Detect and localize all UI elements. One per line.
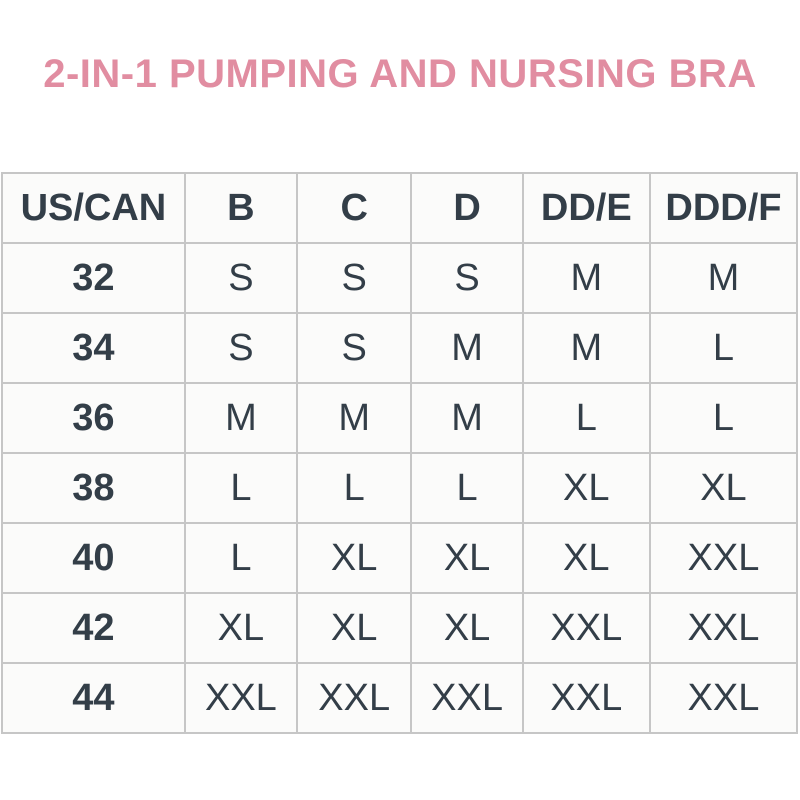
cup-size-cell: S [183, 242, 298, 314]
cup-size-cell: XL [410, 522, 524, 594]
cup-size-cell: XL [410, 592, 524, 664]
cup-size-cell: XXL [183, 662, 298, 734]
cup-size-cell: S [183, 312, 298, 384]
cup-size-cell: XL [648, 452, 799, 524]
cup-size-cell: XL [183, 592, 298, 664]
cup-size-cell: XL [295, 592, 413, 664]
cup-size-cell: L [183, 452, 298, 524]
column-header-c: C [295, 172, 413, 244]
cup-size-cell: S [410, 242, 524, 314]
table-row: 38 L L L XL XL [1, 452, 799, 524]
column-header-b: B [183, 172, 298, 244]
cup-size-cell: XL [295, 522, 413, 594]
cup-size-cell: XL [521, 522, 651, 594]
cup-size-cell: XXL [521, 662, 651, 734]
column-header-d: D [410, 172, 524, 244]
cup-size-cell: XXL [648, 522, 799, 594]
cup-size-cell: XXL [521, 592, 651, 664]
table-row: 36 M M M L L [1, 382, 799, 454]
table-row: 32 S S S M M [1, 242, 799, 314]
cup-size-cell: XXL [295, 662, 413, 734]
column-header-ddd-f: DDD/F [648, 172, 799, 244]
band-size-cell: 32 [1, 242, 186, 314]
size-chart-table: US/CAN B C D DD/E DDD/F 32 S S S M M 34 S S M M L 36 M M M L L… [1, 172, 799, 734]
cup-size-cell: L [295, 452, 413, 524]
cup-size-cell: L [410, 452, 524, 524]
band-size-cell: 44 [1, 662, 186, 734]
header-row: US/CAN B C D DD/E DDD/F [1, 172, 799, 244]
band-size-cell: 38 [1, 452, 186, 524]
cup-size-cell: XL [521, 452, 651, 524]
cup-size-cell: M [410, 312, 524, 384]
cup-size-cell: L [183, 522, 298, 594]
cup-size-cell: L [521, 382, 651, 454]
cup-size-cell: M [521, 312, 651, 384]
page-title: 2-IN-1 PUMPING AND NURSING BRA [43, 52, 757, 96]
cup-size-cell: M [410, 382, 524, 454]
table-row: 42 XL XL XL XXL XXL [1, 592, 799, 664]
cup-size-cell: L [648, 382, 799, 454]
band-size-cell: 36 [1, 382, 186, 454]
size-chart: US/CAN B C D DD/E DDD/F 32 S S S M M 34 S S M M L 36 M M M L L… [0, 172, 800, 734]
column-header-dd-e: DD/E [521, 172, 651, 244]
size-rows: 32 S S S M M 34 S S M M L 36 M M M L L 38 L L L XL XL 40 L XL XL XL X… [1, 242, 799, 734]
band-size-cell: 42 [1, 592, 186, 664]
cup-size-cell: M [648, 242, 799, 314]
table-row: 34 S S M M L [1, 312, 799, 384]
cup-size-cell: XXL [648, 592, 799, 664]
cup-size-cell: S [295, 312, 413, 384]
table-row: 40 L XL XL XL XXL [1, 522, 799, 594]
cup-size-cell: M [295, 382, 413, 454]
band-size-cell: 40 [1, 522, 186, 594]
cup-size-cell: XXL [648, 662, 799, 734]
cup-size-cell: S [295, 242, 413, 314]
table-row: 44 XXL XXL XXL XXL XXL [1, 662, 799, 734]
column-header-us-can: US/CAN [1, 172, 186, 244]
band-size-cell: 34 [1, 312, 186, 384]
cup-size-cell: XXL [410, 662, 524, 734]
cup-size-cell: M [183, 382, 298, 454]
cup-size-cell: M [521, 242, 651, 314]
cup-size-cell: L [648, 312, 799, 384]
